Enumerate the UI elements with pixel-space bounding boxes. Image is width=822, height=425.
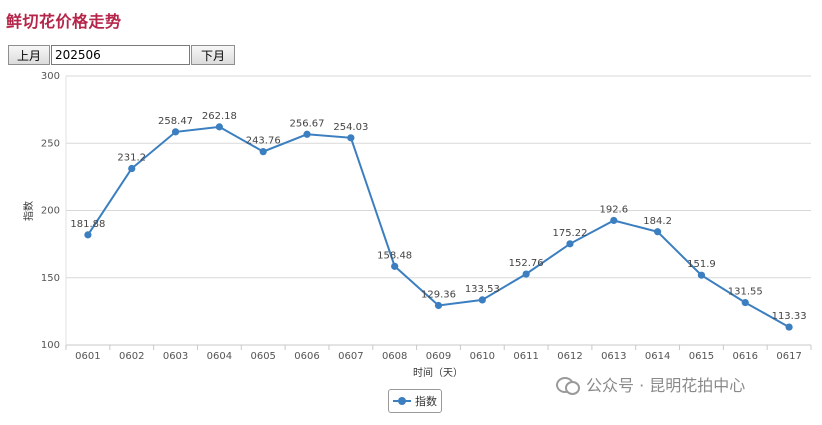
data-point[interactable] [347,134,355,142]
x-tick-label: 0603 [163,351,188,362]
data-label: 133.53 [465,284,500,295]
x-tick-label: 0607 [338,351,363,362]
data-point[interactable] [785,323,793,331]
x-tick-label: 0609 [426,351,451,362]
data-label: 181.88 [70,219,105,230]
x-tick-label: 0614 [645,351,670,362]
watermark-text: 公众号 · 昆明花拍中心 [586,376,746,395]
data-points [84,123,793,331]
chart-legend[interactable]: 指数 [388,389,442,413]
data-point[interactable] [478,296,486,304]
data-label: 258.47 [158,116,193,127]
data-label: 262.18 [202,111,237,122]
x-tick-label: 0616 [733,351,758,362]
page-title: 鲜切花价格走势 [6,12,122,31]
prev-month-button[interactable]: 上月 [8,45,50,65]
data-point[interactable] [259,148,267,156]
x-tick-label: 0605 [250,351,275,362]
x-tick-label: 0602 [119,351,144,362]
y-tick-label: 150 [41,273,60,284]
data-point[interactable] [654,228,662,236]
data-labels: 181.88 231.2 258.47 262.18 243.76 256.67 254.0… [70,111,806,322]
x-tick-label: 0604 [207,351,232,362]
data-point[interactable] [741,298,749,307]
data-label: 131.55 [728,287,763,298]
data-label: 158.48 [377,250,412,261]
data-point[interactable] [128,164,136,173]
data-label: 151.9 [687,259,716,270]
x-tick-label: 0610 [470,351,495,362]
data-point[interactable] [303,130,311,138]
y-tick-label: 250 [41,138,60,149]
next-month-button[interactable]: 下月 [191,45,235,65]
x-tick-label: 0612 [557,351,582,362]
y-tick-label: 200 [41,206,60,217]
watermark: 公众号 · 昆明花拍中心 [556,372,745,396]
data-label: 175.22 [552,228,587,239]
wechat-icon [556,375,580,395]
x-tick-label: 0611 [513,351,538,362]
data-point[interactable] [610,216,618,225]
x-tick-label: 0615 [689,351,714,362]
month-controls: 上月 下月 [8,45,235,65]
data-label: 254.03 [333,122,368,133]
x-axis-label: 时间（天） [413,366,463,379]
data-label: 256.67 [290,118,325,129]
data-point[interactable] [522,270,530,278]
data-point[interactable] [697,271,706,279]
axes: 100 150 200 250 300 0601 0602 0603 0604 0605 0606 0… [41,71,812,362]
legend-marker-icon [393,397,411,405]
data-point[interactable] [171,128,180,136]
x-tick-label: 0601 [75,351,100,362]
x-tick-label: 0606 [294,351,319,362]
data-label: 129.36 [421,290,456,301]
data-label: 113.33 [772,311,807,322]
data-point[interactable] [215,123,223,131]
legend-label: 指数 [415,395,437,408]
data-label: 152.76 [509,258,544,269]
data-label: 184.2 [643,216,672,227]
y-axis-label: 指数 [22,201,35,221]
data-point[interactable] [566,240,574,248]
x-tick-label: 0613 [601,351,626,362]
y-tick-label: 300 [41,71,60,82]
data-label: 231.2 [117,153,146,164]
x-tick-label: 0608 [382,351,407,362]
data-label: 243.76 [246,136,281,147]
month-input[interactable] [51,45,190,65]
data-label: 192.6 [599,204,628,215]
data-point[interactable] [434,301,443,310]
y-tick-label: 100 [41,340,60,351]
data-point[interactable] [391,262,399,270]
x-tick-label: 0617 [776,351,801,362]
data-point[interactable] [84,231,92,239]
